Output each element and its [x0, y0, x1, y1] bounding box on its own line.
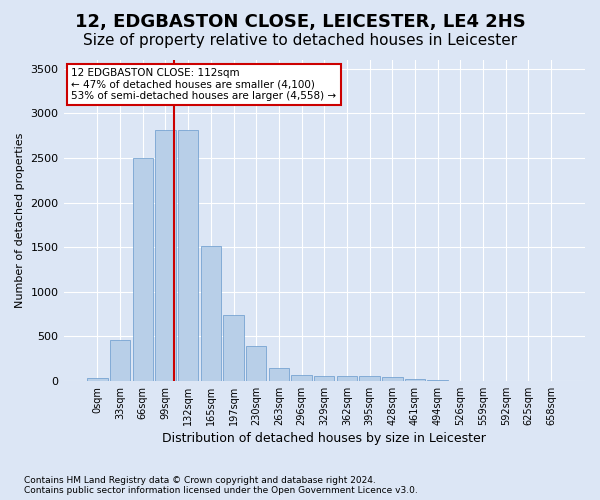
Bar — [382, 378, 403, 381]
Bar — [87, 378, 107, 381]
Bar — [178, 130, 199, 381]
Bar — [155, 130, 176, 381]
Text: Size of property relative to detached houses in Leicester: Size of property relative to detached ho… — [83, 32, 517, 48]
Bar — [337, 376, 357, 381]
Bar — [314, 376, 334, 381]
Bar — [269, 368, 289, 381]
Text: 12 EDGBASTON CLOSE: 112sqm
← 47% of detached houses are smaller (4,100)
53% of s: 12 EDGBASTON CLOSE: 112sqm ← 47% of deta… — [71, 68, 337, 101]
X-axis label: Distribution of detached houses by size in Leicester: Distribution of detached houses by size … — [163, 432, 486, 445]
Text: 12, EDGBASTON CLOSE, LEICESTER, LE4 2HS: 12, EDGBASTON CLOSE, LEICESTER, LE4 2HS — [74, 12, 526, 30]
Y-axis label: Number of detached properties: Number of detached properties — [15, 132, 25, 308]
Text: Contains public sector information licensed under the Open Government Licence v3: Contains public sector information licen… — [24, 486, 418, 495]
Bar — [200, 246, 221, 381]
Bar — [246, 346, 266, 381]
Text: Contains HM Land Registry data © Crown copyright and database right 2024.: Contains HM Land Registry data © Crown c… — [24, 476, 376, 485]
Bar — [133, 158, 153, 381]
Bar — [359, 376, 380, 381]
Bar — [405, 380, 425, 381]
Bar — [292, 374, 312, 381]
Bar — [110, 340, 130, 381]
Bar — [223, 315, 244, 381]
